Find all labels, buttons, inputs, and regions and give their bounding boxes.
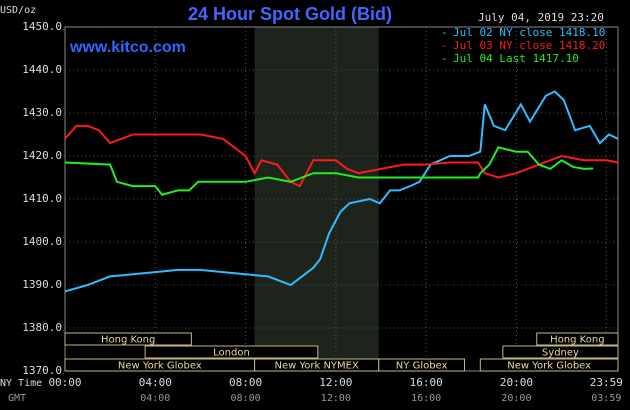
x-row-label: NY Time bbox=[0, 378, 42, 389]
y-tick-label: 1450.0 bbox=[22, 20, 62, 33]
y-tick-label: 1370.0 bbox=[22, 364, 62, 377]
session-box bbox=[144, 345, 319, 359]
session-box bbox=[536, 332, 619, 346]
legend-label: Jul 03 NY close 1418.20 bbox=[453, 39, 605, 52]
session-box bbox=[378, 358, 466, 372]
shade bbox=[254, 27, 379, 371]
y-tick-label: 1430.0 bbox=[22, 106, 62, 119]
gmt-row-label: GMT bbox=[8, 393, 26, 404]
legend-label: Jul 04 Last 1417.10 bbox=[453, 52, 579, 65]
gmt-tick-label: 12:00 bbox=[321, 393, 351, 404]
x-tick-label: 04:00 bbox=[139, 376, 172, 389]
series-line bbox=[64, 146, 594, 196]
x-tick-label: 00:00 bbox=[48, 376, 81, 389]
series-line bbox=[64, 124, 619, 188]
x-tick-label: 23:59 bbox=[590, 376, 623, 389]
y-tick-label: 1420.0 bbox=[22, 149, 62, 162]
series-line bbox=[64, 90, 619, 293]
gmt-tick-label: 03:59 bbox=[591, 393, 621, 404]
chart-title: 24 Hour Spot Gold (Bid) bbox=[188, 4, 392, 24]
x-tick-label: 12:00 bbox=[319, 376, 352, 389]
session-label: NY Globex bbox=[396, 361, 448, 372]
legend-label: Jul 02 NY close 1418.10 bbox=[453, 26, 605, 39]
x-tick-label: 08:00 bbox=[229, 376, 262, 389]
session-box bbox=[64, 332, 192, 346]
x-tick-label: 16:00 bbox=[410, 376, 443, 389]
y-tick-label: 1390.0 bbox=[22, 278, 62, 291]
site-label: www.kitco.com bbox=[69, 39, 186, 56]
y-tick-label: 1400.0 bbox=[22, 235, 62, 248]
session-label: Hong Kong bbox=[101, 335, 155, 346]
session-label: Hong Kong bbox=[550, 335, 604, 346]
session-label: New York Globex bbox=[507, 361, 591, 372]
gmt-tick-label: 20:00 bbox=[501, 393, 531, 404]
y-tick-label: 1440.0 bbox=[22, 63, 62, 76]
legend-marker: - bbox=[441, 26, 448, 39]
session-label: London bbox=[213, 348, 250, 359]
session-label: New York NYMEX bbox=[274, 361, 359, 372]
x-tick-label: 20:00 bbox=[500, 376, 533, 389]
y-axis-label: USD/oz bbox=[0, 5, 36, 16]
timestamp: July 04, 2019 23:20 bbox=[478, 11, 604, 24]
session-box bbox=[479, 358, 619, 372]
y-tick-label: 1380.0 bbox=[22, 321, 62, 334]
session-label: New York Globex bbox=[118, 361, 202, 372]
gmt-tick-label: 04:00 bbox=[140, 393, 170, 404]
legend-marker: - bbox=[441, 52, 448, 65]
gmt-tick-label: 08:00 bbox=[231, 393, 261, 404]
session-box bbox=[502, 345, 619, 359]
gmt-tick-label: 16:00 bbox=[411, 393, 441, 404]
session-label: Sydney bbox=[542, 348, 579, 359]
legend-marker: - bbox=[441, 39, 448, 52]
y-tick-label: 1410.0 bbox=[22, 192, 62, 205]
